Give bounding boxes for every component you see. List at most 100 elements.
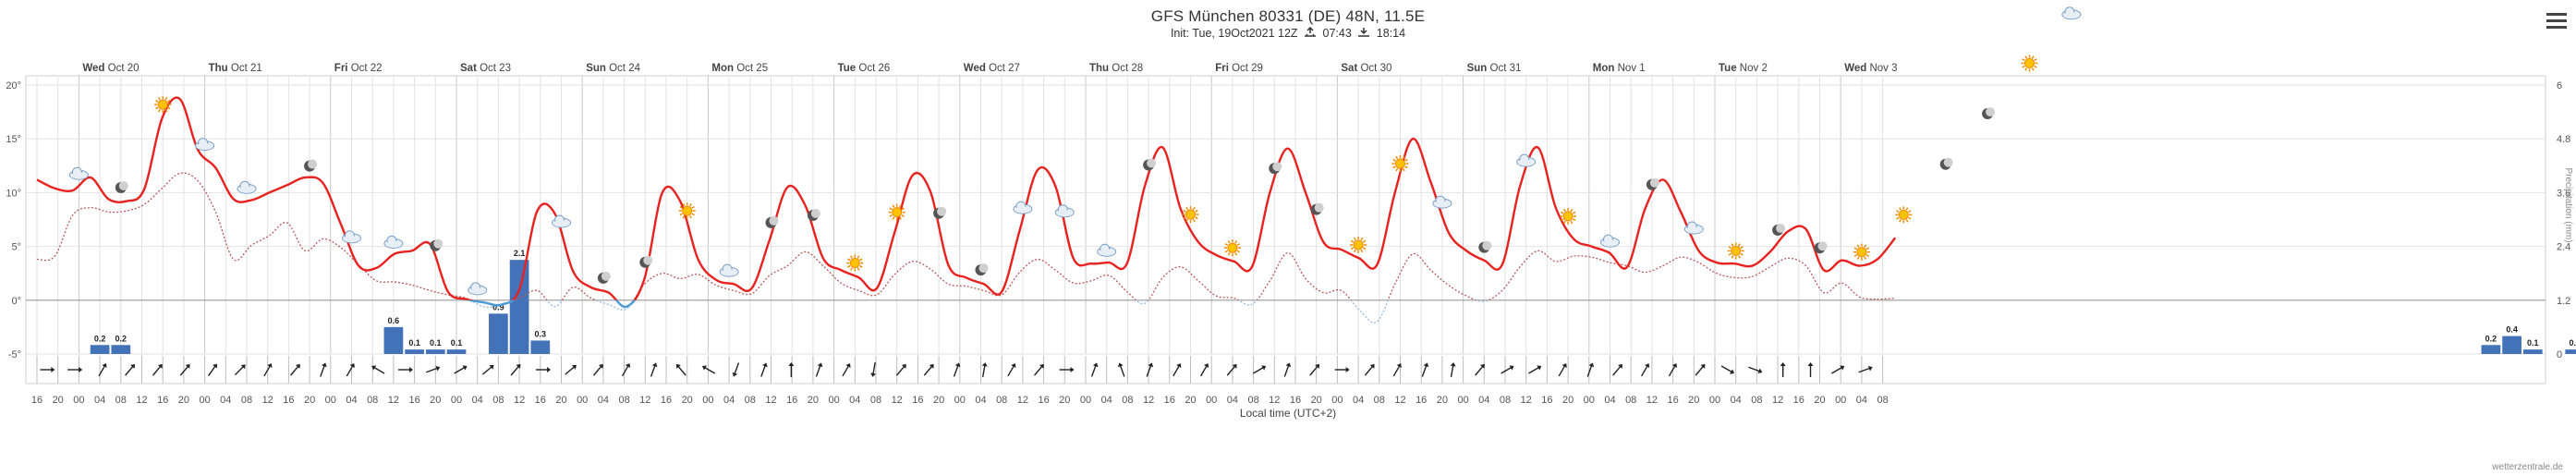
hour-tick-label: 12 (892, 395, 903, 406)
sun-icon (1727, 242, 1744, 260)
wind-arrow-icon (1199, 363, 1209, 377)
hour-tick-label: 12 (1772, 395, 1783, 406)
day-label: Sat Oct 23 (460, 63, 511, 74)
hour-tick-label: 20 (933, 395, 944, 406)
precip-value-label: 0.2 (94, 334, 106, 343)
precip-value-label: 0.1 (2569, 338, 2576, 348)
cloud-icon (1516, 153, 1537, 167)
moon-icon (304, 159, 318, 172)
cloud-icon (195, 138, 215, 152)
hour-tick-label: 00 (1457, 395, 1468, 406)
precip-bar (2502, 336, 2521, 354)
precip-bar (530, 340, 551, 354)
sunset-time: 18:14 (1376, 27, 1406, 40)
wind-arrow-icon (1807, 362, 1814, 377)
hour-tick-label: 04 (1227, 395, 1238, 406)
wind-arrow-icon (1612, 363, 1622, 376)
wind-arrow-icon (510, 363, 521, 376)
precip-value-label: 0.2 (2485, 334, 2497, 343)
hour-tick-label: 00 (1709, 395, 1720, 406)
hour-tick-label: 08 (1500, 395, 1511, 406)
hour-tick-label: 08 (1374, 395, 1385, 406)
precip-bar (2565, 349, 2576, 354)
sun-icon (1350, 236, 1367, 253)
hour-tick-label: 20 (1688, 395, 1699, 406)
moon-icon (1646, 177, 1659, 190)
y-right-tick-label: 2.4 (2557, 242, 2570, 253)
precip-value-label: 0.9 (492, 302, 504, 311)
sun-icon (154, 96, 172, 114)
wind-arrow-icon (346, 363, 355, 377)
moon-icon (639, 255, 653, 268)
wind-arrow-icon (1858, 365, 1873, 373)
wind-arrow-icon (1475, 363, 1485, 376)
wind-arrow-icon (1117, 362, 1125, 377)
wind-arrow-icon (263, 363, 273, 377)
hour-tick-label: 00 (1835, 395, 1846, 406)
hour-tick-label: 16 (408, 395, 419, 406)
moon-icon (1982, 107, 1996, 120)
wind-arrow-icon (152, 363, 163, 376)
wind-arrow-icon (371, 365, 385, 374)
wind-arrow-icon (1450, 362, 1456, 378)
hour-tick-label: 04 (1353, 395, 1364, 406)
day-label: Mon Nov 1 (1593, 63, 1646, 74)
hour-tick-label: 00 (451, 395, 462, 406)
hour-tick-label: 20 (1311, 395, 1322, 406)
wind-arrow-icon (290, 363, 300, 376)
dewpoint-line (36, 172, 1896, 300)
wind-arrow-icon (1720, 365, 1734, 374)
temperature-line (36, 96, 1897, 300)
sun-icon (2021, 55, 2038, 72)
moon-icon (1772, 223, 1786, 236)
moon-icon (430, 238, 444, 251)
wind-arrow-icon (1501, 365, 1514, 374)
precip-bar (425, 349, 445, 354)
wind-arrow-icon (1252, 365, 1267, 374)
hour-tick-label: 16 (157, 395, 168, 406)
wind-arrow-icon (701, 365, 716, 374)
moon-icon (115, 181, 128, 194)
chart-subtitle: Init: Tue, 19Oct2021 12Z 07:43 18:14 (0, 26, 2576, 40)
precip-value-label: 0.1 (430, 338, 442, 348)
cloud-icon (1683, 221, 1704, 235)
precip-bar (2481, 345, 2501, 354)
hour-tick-label: 04 (1101, 395, 1112, 406)
hour-tick-label: 12 (765, 395, 776, 406)
hour-tick-label: 16 (786, 395, 797, 406)
hamburger-menu-icon[interactable] (2546, 13, 2567, 31)
hour-tick-label: 16 (1541, 395, 1552, 406)
precip-bar (509, 260, 529, 354)
precip-value-label: 0.3 (535, 329, 547, 338)
day-label: Tue Nov 2 (1719, 63, 1768, 74)
precip-bar (2522, 349, 2543, 354)
day-label: Thu Oct 21 (209, 63, 262, 74)
hour-tick-label: 04 (346, 395, 357, 406)
cloud-icon (468, 282, 488, 296)
wind-arrow-icon (675, 363, 687, 376)
precip-value-label: 0.4 (2506, 325, 2518, 335)
hour-tick-label: 04 (598, 395, 609, 406)
hour-tick-label: 12 (1143, 395, 1154, 406)
hour-tick-label: 20 (808, 395, 819, 406)
hour-tick-label: 08 (1877, 395, 1888, 406)
sun-icon (1223, 239, 1241, 257)
wind-arrow-icon (1392, 363, 1402, 377)
wind-arrow-icon (1695, 363, 1706, 376)
wind-arrow-icon (1421, 362, 1429, 377)
sunrise-time: 07:43 (1322, 27, 1352, 40)
y-axis-tick-label: 10° (6, 188, 21, 199)
precip-bar (446, 349, 467, 354)
hour-tick-label: 20 (430, 395, 441, 406)
hour-tick-label: 16 (31, 395, 43, 406)
cloud-icon (2061, 6, 2082, 20)
sun-icon (1895, 206, 1913, 224)
chart-title: GFS München 80331 (DE) 48N, 11.5E (1150, 7, 1426, 25)
wind-arrow-icon (1831, 365, 1845, 374)
hour-tick-label: 20 (53, 395, 64, 406)
hour-tick-label: 00 (73, 395, 84, 406)
wind-arrow-icon (1283, 362, 1292, 377)
sun-icon (1391, 155, 1409, 173)
hour-tick-label: 00 (1331, 395, 1343, 406)
wind-arrow-icon (179, 363, 190, 376)
